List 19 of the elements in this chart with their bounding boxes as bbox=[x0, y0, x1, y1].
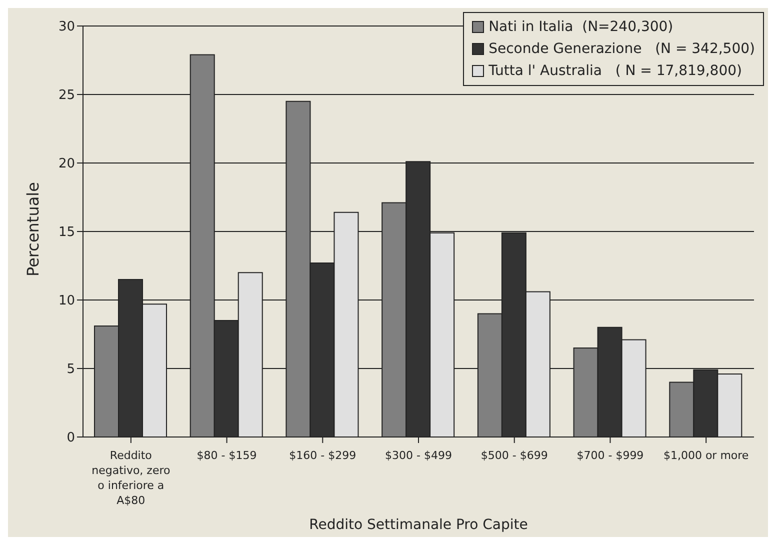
y-tick-label: 5 bbox=[66, 362, 75, 378]
x-axis-title: Reddito Settimanale Pro Capite bbox=[309, 517, 528, 533]
x-tick-label: $300 - $499 bbox=[385, 449, 452, 462]
x-tick-label: $500 - $699 bbox=[480, 449, 548, 462]
legend-label: Nati in Italia (N=240,300) bbox=[488, 18, 674, 37]
x-tick-label: $1,000 or more bbox=[663, 449, 749, 462]
legend-label: Seconde Generazione (N = 342,500) bbox=[488, 40, 755, 59]
y-tick-label: 0 bbox=[66, 430, 75, 446]
y-tick-label: 10 bbox=[58, 294, 75, 309]
y-tick-label: 25 bbox=[58, 88, 75, 104]
y-tick-label: 30 bbox=[58, 20, 75, 35]
legend-label: Tutta l' Australia ( N = 17,819,800) bbox=[488, 62, 742, 81]
x-tick-label: Reddito negativo, zero o inferiore a A$80 bbox=[92, 449, 171, 507]
y-tick-label: 20 bbox=[58, 156, 75, 172]
y-axis-title: Percentuale bbox=[24, 182, 43, 276]
y-tick-label: 15 bbox=[58, 225, 75, 240]
x-tick-label: $80 - $159 bbox=[196, 449, 257, 462]
x-tick-label: $700 - $999 bbox=[576, 449, 644, 462]
x-tick-label: $160 - $299 bbox=[289, 449, 356, 462]
